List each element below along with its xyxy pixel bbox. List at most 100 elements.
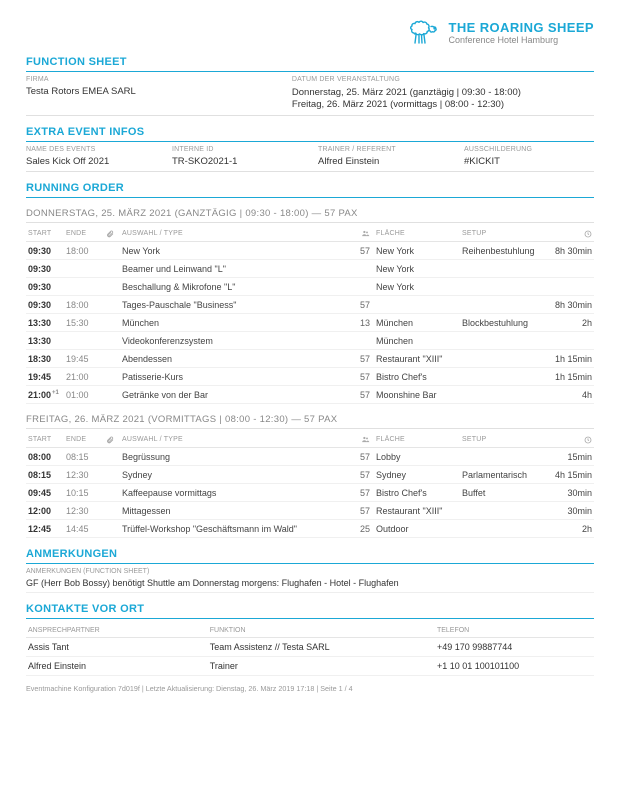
- cell-setup: [460, 278, 546, 296]
- label-eventname: NAME DES EVENTS: [26, 146, 156, 153]
- table-row: 13:3015:30München13MünchenBlockbestuhlun…: [26, 314, 594, 332]
- cell-dur: 4h: [546, 386, 594, 404]
- cell-end: [64, 278, 104, 296]
- people-icon: [361, 436, 370, 443]
- cell-attach: [104, 466, 120, 484]
- cell-start: 21:00+1: [26, 386, 64, 404]
- cell-end: 21:00: [64, 368, 104, 386]
- cell-type: Kaffeepause vormittags: [120, 484, 352, 502]
- cell-setup: [460, 296, 546, 314]
- cell-pax: 57: [352, 350, 374, 368]
- value-signage: #KICKIT: [464, 156, 594, 167]
- cell-area: [374, 296, 460, 314]
- cell-type: Videokonferenzsystem: [120, 332, 352, 350]
- value-datum-1: Donnerstag, 25. März 2021 (ganztägig | 0…: [292, 87, 594, 98]
- cell-attach: [104, 278, 120, 296]
- cell-setup: Buffet: [460, 484, 546, 502]
- table-row: 09:30Beamer und Leinwand "L"New York: [26, 260, 594, 278]
- col-contact-role: FUNKTION: [208, 623, 435, 638]
- cell-start: 09:45: [26, 484, 64, 502]
- cell-pax: 57: [352, 484, 374, 502]
- col-duration: [546, 431, 594, 448]
- cell-type: München: [120, 314, 352, 332]
- cell-area: Lobby: [374, 448, 460, 466]
- paperclip-icon: [106, 230, 114, 237]
- label-trainer: TRAINER / REFERENT: [318, 146, 448, 153]
- table-row: 09:3018:00New York57New YorkReihenbestuh…: [26, 242, 594, 260]
- section-running-order: RUNNING ORDER: [26, 182, 594, 198]
- cell-start: 18:30: [26, 350, 64, 368]
- value-trainer: Alfred Einstein: [318, 156, 448, 167]
- cell-start: 13:30: [26, 332, 64, 350]
- cell-setup: [460, 386, 546, 404]
- col-pax: [352, 431, 374, 448]
- sheep-logo-icon: [407, 18, 441, 46]
- cell-setup: Blockbestuhlung: [460, 314, 546, 332]
- value-firma: Testa Rotors EMEA SARL: [26, 86, 276, 97]
- table-row: 12:0012:30Mittagessen57Restaurant "XIII"…: [26, 502, 594, 520]
- cell-pax: 57: [352, 502, 374, 520]
- cell-setup: [460, 368, 546, 386]
- cell-start: 12:45: [26, 520, 64, 538]
- cell-attach: [104, 260, 120, 278]
- cell-area: Bistro Chef's: [374, 484, 460, 502]
- day2-table: START ENDE AUSWAHL / TYPE FLÄCHE SETUP 0…: [26, 431, 594, 538]
- cell-end: 18:00: [64, 242, 104, 260]
- col-area: FLÄCHE: [374, 431, 460, 448]
- cell-end: 14:45: [64, 520, 104, 538]
- col-attach: [104, 431, 120, 448]
- col-start: START: [26, 431, 64, 448]
- cell-area: New York: [374, 278, 460, 296]
- col-pax: [352, 225, 374, 242]
- cell-type: Getränke von der Bar: [120, 386, 352, 404]
- cell-attach: [104, 314, 120, 332]
- value-datum-2: Freitag, 26. März 2021 (vormittags | 08:…: [292, 99, 594, 110]
- cell-area: München: [374, 314, 460, 332]
- cell-start: 08:15: [26, 466, 64, 484]
- cell-attach: [104, 296, 120, 314]
- section-function-sheet: FUNCTION SHEET: [26, 56, 594, 72]
- cell-pax: 57: [352, 448, 374, 466]
- col-contact-phone: TELEFON: [435, 623, 594, 638]
- cell-area: New York: [374, 242, 460, 260]
- cell-dur: 8h 30min: [546, 242, 594, 260]
- cell-contact-phone: +49 170 99887744: [435, 638, 594, 657]
- cell-pax: 57: [352, 296, 374, 314]
- notes-sublabel: ANMERKUNGEN (FUNCTION SHEET): [26, 568, 594, 575]
- cell-pax: [352, 332, 374, 350]
- cell-start: 13:30: [26, 314, 64, 332]
- cell-pax: [352, 278, 374, 296]
- col-type: AUSWAHL / TYPE: [120, 225, 352, 242]
- table-row: 19:4521:00Patisserie-Kurs57Bistro Chef's…: [26, 368, 594, 386]
- section-extra-infos: EXTRA EVENT INFOS: [26, 126, 594, 142]
- table-row: 08:1512:30Sydney57SydneyParlamentarisch4…: [26, 466, 594, 484]
- cell-dur: 2h: [546, 314, 594, 332]
- cell-area: Restaurant "XIII": [374, 502, 460, 520]
- cell-setup: [460, 332, 546, 350]
- cell-contact-role: Team Assistenz // Testa SARL: [208, 638, 435, 657]
- cell-pax: 57: [352, 386, 374, 404]
- cell-type: Patisserie-Kurs: [120, 368, 352, 386]
- cell-pax: 25: [352, 520, 374, 538]
- cell-dur: [546, 260, 594, 278]
- cell-dur: [546, 332, 594, 350]
- cell-area: Bistro Chef's: [374, 368, 460, 386]
- value-eventname: Sales Kick Off 2021: [26, 156, 156, 167]
- cell-contact-phone: +1 10 01 100101100: [435, 657, 594, 676]
- cell-pax: 57: [352, 466, 374, 484]
- table-row: 18:3019:45Abendessen57Restaurant "XIII"1…: [26, 350, 594, 368]
- cell-start: 09:30: [26, 242, 64, 260]
- clock-icon: [584, 230, 592, 237]
- cell-area: New York: [374, 260, 460, 278]
- cell-end: 15:30: [64, 314, 104, 332]
- cell-type: Mittagessen: [120, 502, 352, 520]
- cell-contact-name: Assis Tant: [26, 638, 208, 657]
- section-notes: ANMERKUNGEN: [26, 548, 594, 564]
- cell-setup: [460, 260, 546, 278]
- cell-end: 10:15: [64, 484, 104, 502]
- label-signage: AUSSCHILDERUNG: [464, 146, 594, 153]
- col-attach: [104, 225, 120, 242]
- brand-header: THE ROARING SHEEP Conference Hotel Hambu…: [26, 18, 594, 46]
- cell-dur: 2h: [546, 520, 594, 538]
- col-contact-name: ANSPRECHPARTNER: [26, 623, 208, 638]
